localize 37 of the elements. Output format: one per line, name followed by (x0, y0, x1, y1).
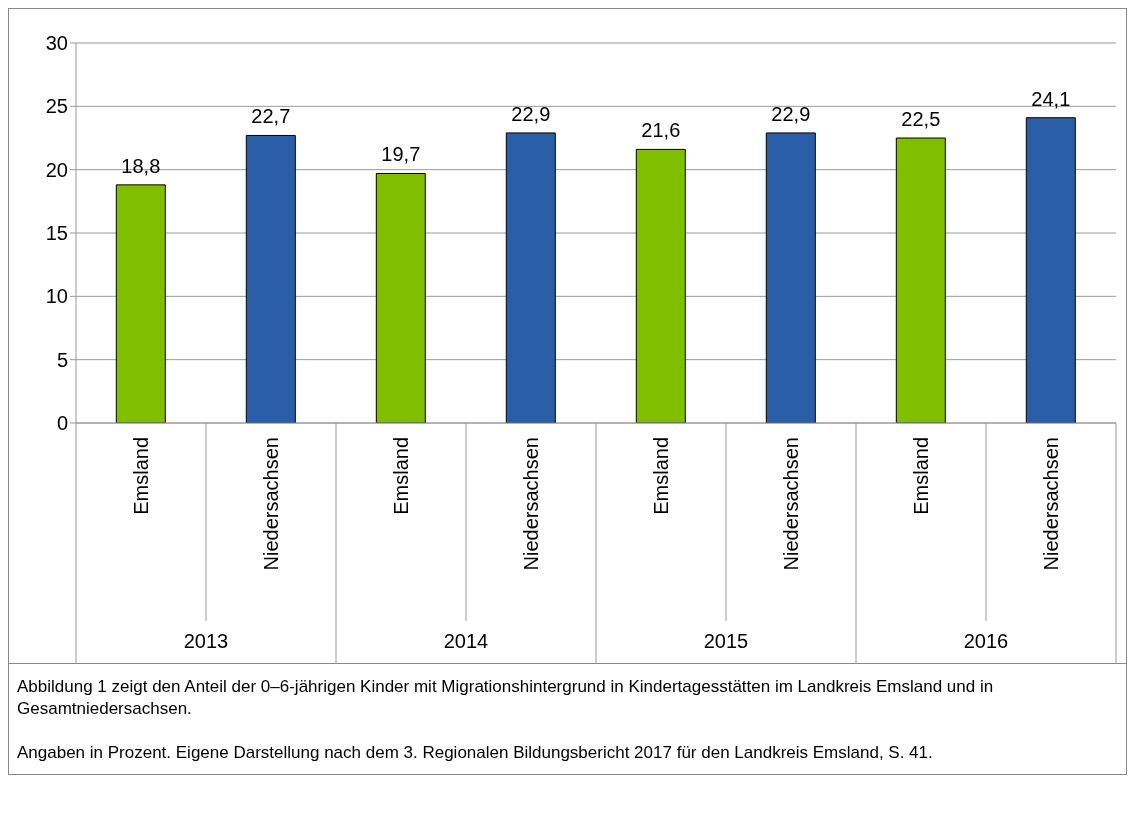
data-label: 22,5 (901, 108, 941, 130)
bar (895, 137, 946, 423)
text: 2014 (443, 630, 489, 652)
x-tick-label: Niedersachsen (520, 437, 542, 571)
bar (1025, 117, 1076, 423)
x-tick-label: Niedersachsen (780, 437, 802, 571)
data-label: 22,9 (511, 102, 551, 125)
bar (115, 184, 166, 423)
data-label: 19,7 (381, 143, 421, 166)
data-label: 22,7 (251, 105, 291, 128)
x-tick-label: Emsland (390, 437, 412, 515)
text: Abbildung 1 zeigt den Anteil der 0–6-jährigen Kinder mit Migrationshintergrund in Kindertagesstätten im Landkreis Emsland und in Gesamtniedersachsen. (17, 676, 995, 720)
y-tick-label: 5 (56, 348, 68, 371)
text: 2016 (963, 630, 1009, 652)
y-tick-label: 15 (45, 222, 68, 245)
y-tick-label: 10 (45, 285, 68, 308)
data-label: 24,1 (1031, 87, 1071, 110)
y-tick-label: 30 (45, 32, 68, 55)
y-tick-label: 25 (45, 95, 68, 118)
y-tick-label: 0 (56, 412, 68, 435)
data-label: 21,6 (641, 119, 681, 142)
y-tick-label: 20 (45, 158, 68, 181)
data-label: 18,8 (121, 154, 161, 177)
bar (765, 132, 816, 423)
text: 2015 (703, 630, 749, 652)
bar (505, 132, 556, 423)
x-tick-label: Niedersachsen (260, 437, 282, 571)
text: Angaben in Prozent. Eigene Darstellung nach dem 3. Regionalen Bildungsbericht 2017 für den Landkreis Emsland, S. 41. (17, 742, 934, 764)
text: 2013 (183, 630, 229, 652)
x-tick-label: Emsland (910, 437, 932, 515)
x-tick-label: Niedersachsen (1040, 437, 1062, 571)
data-label: 22,9 (771, 102, 811, 125)
bar (635, 148, 686, 423)
bar (375, 172, 426, 423)
bar (245, 134, 296, 423)
x-tick-label: Emsland (650, 437, 672, 515)
x-tick-label: Emsland (130, 437, 152, 515)
